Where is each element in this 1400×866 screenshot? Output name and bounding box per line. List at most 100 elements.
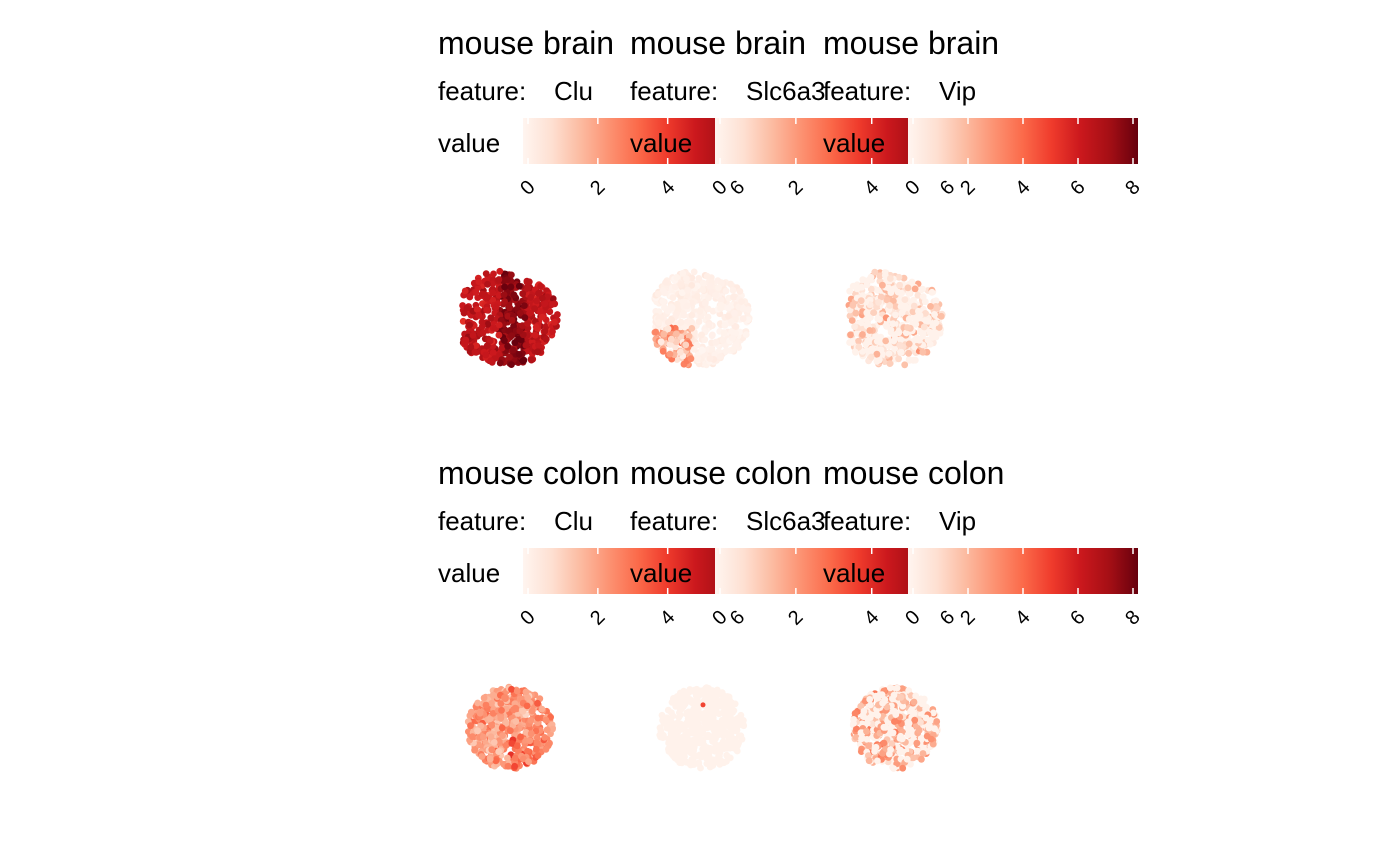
data-spot	[517, 309, 524, 317]
data-spot	[888, 740, 896, 748]
data-spot	[519, 290, 527, 298]
data-spot	[922, 714, 930, 722]
data-spot	[676, 711, 684, 719]
data-spot	[521, 314, 529, 321]
data-spot	[905, 289, 913, 297]
data-spot	[688, 312, 696, 319]
data-spot	[477, 722, 485, 730]
legend-colorbar	[523, 548, 753, 594]
data-spot	[857, 702, 865, 710]
data-spot	[860, 276, 868, 284]
data-spot	[690, 268, 698, 276]
data-spot	[897, 746, 904, 754]
data-spot	[905, 720, 913, 727]
data-spot	[863, 736, 871, 743]
data-spot	[685, 332, 693, 340]
data-spot	[658, 711, 666, 719]
legend-tick-label: 0	[708, 606, 731, 629]
data-spot	[878, 691, 886, 699]
data-spot	[931, 725, 938, 732]
data-spot	[850, 720, 857, 727]
spot-plot	[849, 684, 941, 772]
data-spot	[738, 298, 745, 305]
data-spot	[858, 735, 865, 743]
data-spot	[527, 730, 535, 738]
data-spot	[853, 725, 860, 733]
data-spot	[858, 748, 865, 755]
legend-tick-label: 4	[860, 176, 883, 199]
data-spot	[535, 290, 542, 297]
data-spot	[914, 747, 921, 755]
data-spot	[721, 322, 729, 329]
data-spot	[655, 319, 663, 326]
data-spot	[694, 292, 701, 300]
data-spot	[693, 341, 701, 349]
data-spot	[706, 283, 714, 290]
legend-tick-label: 4	[656, 606, 679, 629]
legend-tick-label: 4	[1011, 176, 1034, 199]
data-spot	[723, 745, 731, 752]
data-spot	[872, 332, 879, 339]
data-spot	[531, 305, 538, 313]
data-spot	[514, 742, 521, 750]
data-spot	[935, 324, 943, 331]
data-spot	[534, 348, 541, 356]
data-spot	[722, 287, 730, 295]
data-spot	[728, 328, 736, 335]
spot-plot	[464, 683, 556, 772]
data-spot	[690, 759, 697, 766]
data-spot	[874, 757, 881, 765]
data-spot	[508, 271, 515, 279]
feature-name: Slc6a3	[746, 506, 826, 536]
data-spot	[708, 332, 716, 340]
data-spot	[554, 311, 561, 318]
data-spot	[506, 727, 514, 735]
data-spot	[549, 328, 556, 335]
data-spot	[887, 326, 895, 334]
data-spot	[479, 733, 487, 741]
data-spot	[870, 309, 878, 316]
data-spot	[688, 318, 696, 326]
data-spot	[511, 730, 519, 738]
data-spot	[534, 714, 542, 722]
data-spot	[700, 686, 708, 694]
data-spot	[701, 336, 709, 344]
data-spot	[890, 337, 898, 345]
data-spot	[515, 351, 523, 358]
data-spot	[922, 705, 929, 713]
data-spot	[522, 729, 530, 736]
data-spot	[922, 310, 929, 317]
data-spot	[894, 288, 902, 296]
data-spot	[911, 285, 919, 293]
data-spot	[488, 746, 496, 754]
data-spot	[926, 340, 934, 348]
data-spot	[897, 349, 905, 356]
legend-tick-label: 8	[1121, 176, 1144, 199]
data-spot	[726, 696, 733, 704]
data-spot	[712, 757, 720, 765]
data-spot	[849, 282, 857, 290]
data-spot	[533, 739, 541, 746]
data-spot	[495, 321, 503, 329]
data-spot	[489, 691, 497, 699]
data-spot	[701, 300, 709, 307]
data-spot	[689, 713, 697, 721]
data-spot	[897, 336, 905, 344]
data-spot	[863, 727, 870, 735]
data-spot	[483, 342, 491, 349]
data-spot	[486, 755, 494, 763]
data-spot	[693, 685, 701, 693]
data-spot	[471, 746, 478, 754]
data-spot	[886, 302, 894, 309]
feature-label: feature:	[823, 76, 911, 106]
data-spot	[904, 324, 911, 331]
data-spot	[731, 700, 739, 708]
data-spot	[918, 755, 925, 763]
data-spot	[708, 687, 716, 694]
data-spot	[517, 336, 525, 344]
panel-title: mouse colon	[438, 455, 619, 491]
data-spot	[496, 359, 504, 367]
data-spot	[872, 692, 880, 700]
data-spot	[524, 284, 532, 292]
data-spot	[912, 320, 920, 328]
